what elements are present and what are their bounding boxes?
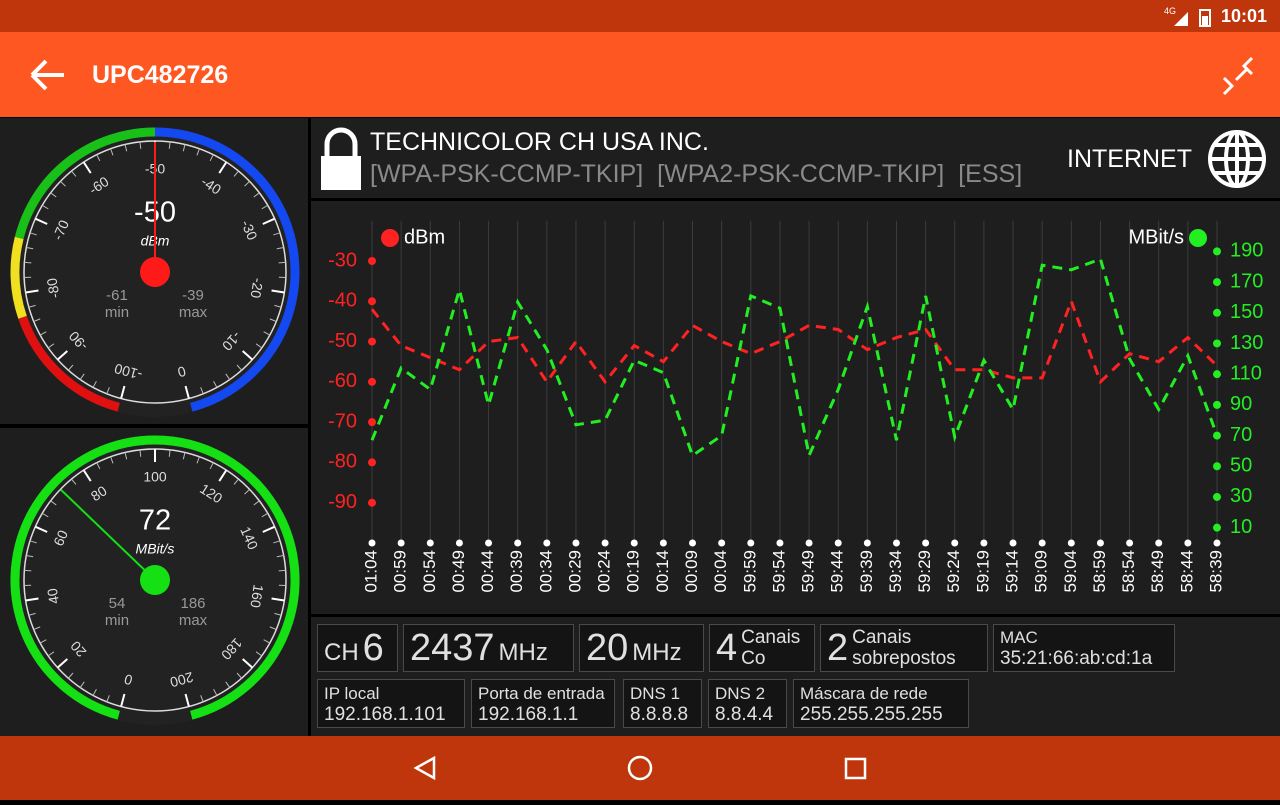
value: 35:21:66:ab:cd:1a bbox=[1000, 648, 1152, 669]
value: 20 bbox=[586, 627, 628, 670]
nav-back[interactable] bbox=[416, 758, 434, 778]
signal-gauge-panel bbox=[0, 118, 308, 424]
value: 4 bbox=[716, 627, 737, 670]
value: 192.168.1.1 bbox=[478, 704, 605, 725]
nav-icons bbox=[0, 736, 1280, 800]
value: 2437 bbox=[410, 627, 495, 670]
status-bar: 4G 10:01 bbox=[0, 0, 1280, 32]
chart-panel bbox=[311, 201, 1280, 614]
label: DNS 1 bbox=[630, 683, 688, 704]
app-title: UPC482726 bbox=[92, 61, 228, 90]
label: MAC bbox=[1000, 627, 1152, 648]
lock-icon bbox=[319, 126, 363, 192]
value: 6 bbox=[363, 627, 384, 670]
value: 192.168.1.101 bbox=[324, 704, 446, 725]
label: Co bbox=[741, 648, 800, 669]
label: Porta de entrada bbox=[478, 683, 605, 704]
nav-bar bbox=[0, 736, 1280, 800]
unit: MHz bbox=[632, 639, 681, 667]
security-tag: [WPA2-PSK-CCMP-TKIP] bbox=[657, 160, 944, 188]
app-bar: UPC482726 bbox=[0, 32, 1280, 117]
nav-home[interactable] bbox=[629, 757, 651, 779]
connectivity: INTERNET bbox=[1067, 145, 1192, 174]
value: 8.8.8.8 bbox=[630, 704, 688, 725]
security-tag: [ESS] bbox=[958, 160, 1022, 188]
clock: 10:01 bbox=[1221, 6, 1267, 27]
value: 255.255.255.255 bbox=[800, 704, 943, 725]
label: Canais bbox=[852, 627, 956, 648]
label: DNS 2 bbox=[715, 683, 773, 704]
security-tag: [WPA-PSK-CCMP-TKIP] bbox=[370, 160, 643, 188]
label: IP local bbox=[324, 683, 446, 704]
signal-icon bbox=[1174, 12, 1188, 26]
value: 2 bbox=[827, 627, 848, 670]
back-button[interactable] bbox=[28, 58, 68, 92]
network-header: TECHNICOLOR CH USA INC. [WPA-PSK-CCMP-TK… bbox=[311, 118, 1280, 198]
label: sobrepostos bbox=[852, 648, 956, 669]
nav-recents[interactable] bbox=[846, 759, 865, 778]
globe-icon bbox=[1206, 128, 1268, 190]
unit: MHz bbox=[499, 639, 548, 667]
speed-gauge-panel bbox=[0, 428, 308, 736]
value: 8.8.4.4 bbox=[715, 704, 773, 725]
security-list: [WPA-PSK-CCMP-TKIP] [WPA2-PSK-CCMP-TKIP] [… bbox=[370, 160, 1036, 189]
battery-level bbox=[1202, 16, 1208, 25]
label: Máscara de rede bbox=[800, 683, 943, 704]
label: Canais bbox=[741, 627, 800, 648]
status-icons bbox=[1170, 6, 1218, 28]
vendor: TECHNICOLOR CH USA INC. bbox=[370, 128, 709, 157]
collapse-button[interactable] bbox=[1218, 56, 1258, 96]
label: CH bbox=[324, 639, 359, 667]
